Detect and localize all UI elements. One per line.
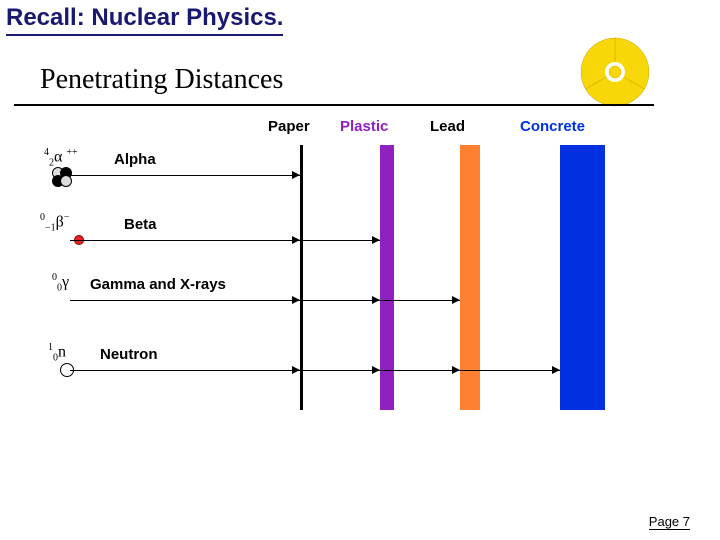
arrowhead-gamma-plastic	[372, 296, 380, 304]
arrowhead-neutron-plastic	[372, 366, 380, 374]
row-label-alpha: Alpha	[114, 151, 156, 168]
notation-neutron: 10n	[48, 342, 66, 364]
material-label-concrete: Concrete	[520, 118, 585, 135]
arrowhead-beta-plastic	[372, 236, 380, 244]
notation-gamma: 00γ	[52, 272, 69, 294]
ray-gamma	[70, 300, 460, 301]
arrowhead-neutron-lead	[452, 366, 460, 374]
divider	[14, 104, 654, 106]
ray-alpha	[70, 175, 300, 176]
subtitle: Penetrating Distances	[40, 64, 283, 96]
page-title: Recall: Nuclear Physics.	[6, 4, 283, 36]
page-number: Page 7	[649, 514, 690, 530]
radiation-trefoil-icon	[570, 30, 660, 110]
notation-alpha: 42α ++	[44, 147, 78, 169]
ray-beta	[70, 240, 380, 241]
barrier-concrete	[560, 145, 605, 410]
arrowhead-neutron-concrete	[552, 366, 560, 374]
row-label-gamma: Gamma and X-rays	[90, 276, 226, 293]
material-label-paper: Paper	[268, 118, 310, 135]
alpha-particle-icon	[52, 167, 76, 187]
notation-beta: 0−1β−	[40, 212, 69, 234]
ray-neutron	[70, 370, 560, 371]
arrowhead-gamma-lead	[452, 296, 460, 304]
row-label-beta: Beta	[124, 216, 157, 233]
arrowhead-beta-paper	[292, 236, 300, 244]
arrowhead-neutron-paper	[292, 366, 300, 374]
arrowhead-gamma-paper	[292, 296, 300, 304]
arrowhead-alpha-paper	[292, 171, 300, 179]
material-label-lead: Lead	[430, 118, 465, 135]
row-label-neutron: Neutron	[100, 346, 158, 363]
material-label-plastic: Plastic	[340, 118, 388, 135]
